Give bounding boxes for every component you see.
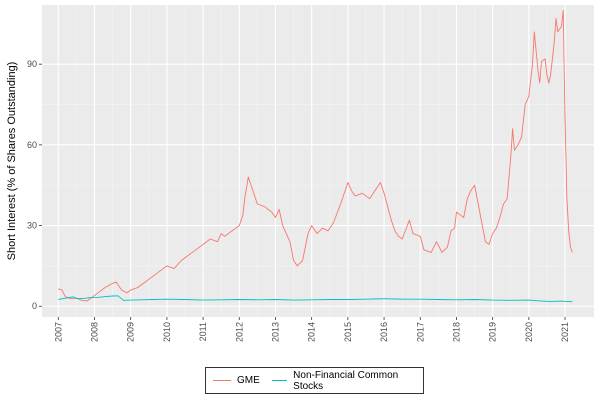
x-tick-label: 2012 [234, 322, 244, 342]
x-tick-label: 2011 [198, 322, 208, 341]
y-tick-label: 90 [27, 59, 37, 69]
y-axis: 0 30 60 90 [27, 59, 42, 311]
y-tick-label: 30 [27, 221, 37, 231]
series-line-gme [58, 9, 573, 302]
x-tick-label: 2020 [524, 322, 534, 342]
legend-item-non-financial: Non-Financial Common Stocks [271, 369, 411, 392]
x-tick-label: 2008 [89, 322, 99, 342]
x-tick-label: 2019 [488, 322, 498, 342]
x-axis: 2007 2008 2009 2010 2011 2012 2013 2014 2015 2016… [53, 317, 570, 342]
legend-label-non-financial: Non-Financial Common Stocks [293, 369, 399, 392]
x-tick-label: 2016 [379, 322, 389, 342]
y-axis-title: Short Interest (% of Shares Outstanding) [6, 62, 18, 261]
x-tick-label: 2010 [162, 322, 172, 342]
legend-item-gme: GME [213, 375, 260, 386]
legend-label-gme: GME [237, 375, 260, 386]
x-tick-label: 2013 [270, 322, 280, 342]
x-tick-label: 2017 [415, 322, 425, 342]
x-tick-label: 2009 [126, 322, 136, 342]
legend: GME Non-Financial Common Stocks [205, 367, 424, 394]
series-lines [58, 9, 573, 303]
y-tick-label: 0 [32, 301, 37, 311]
x-tick-label: 2015 [343, 322, 353, 342]
plot-background [42, 5, 594, 317]
y-tick-label: 60 [27, 140, 37, 150]
legend-key-non-financial [271, 380, 288, 381]
x-tick-label: 2014 [307, 322, 317, 342]
legend-key-gme [213, 380, 231, 381]
x-tick-label: 2007 [53, 322, 63, 342]
x-tick-label: 2018 [451, 322, 461, 342]
x-tick-label: 2021 [560, 322, 570, 342]
series-line-non-financial [58, 295, 573, 303]
